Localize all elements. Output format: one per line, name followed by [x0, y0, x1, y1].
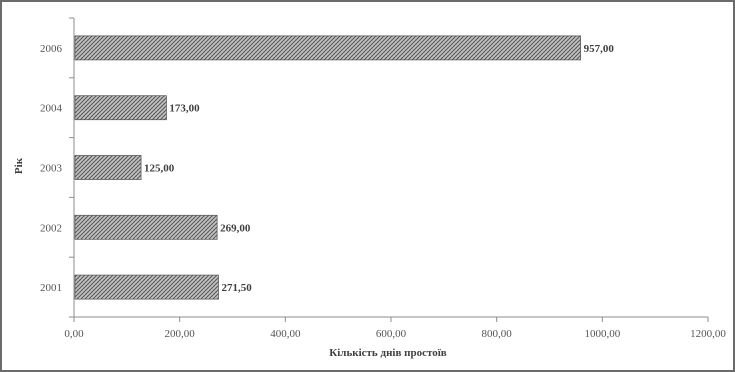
x-tick-label: 800,00: [482, 328, 513, 340]
data-label: 957,00: [584, 43, 615, 55]
x-tick-label: 0,00: [64, 328, 84, 340]
x-tick-label: 1200,00: [690, 328, 726, 340]
bar-2004: [74, 95, 167, 121]
y-tick-label: 2002: [40, 222, 62, 234]
data-label: 269,00: [220, 222, 251, 234]
x-axis-title: Кількість днів простоїв: [329, 347, 447, 359]
labels: 0,00 200,00 400,00 600,00 800,00 1000,00 1200,…: [40, 43, 726, 340]
x-tick-label: 1000,00: [584, 328, 620, 340]
y-tick-label: 2003: [40, 163, 63, 175]
y-tick-label: 2004: [40, 103, 63, 115]
data-label: 125,00: [144, 163, 175, 175]
data-label: 271,50: [221, 282, 252, 294]
y-tick-label: 2006: [40, 43, 63, 55]
bar-2003: [74, 155, 142, 180]
axes: [69, 17, 709, 322]
bar-2002: [74, 214, 218, 240]
bars: [74, 35, 582, 300]
x-tick-label: 600,00: [376, 328, 407, 340]
x-tick-label: 200,00: [165, 328, 196, 340]
bar-2006: [74, 35, 582, 61]
x-tick-label: 400,00: [270, 328, 301, 340]
bar-2001: [74, 274, 219, 300]
y-axis-title: Рік: [13, 157, 25, 174]
y-tick-label: 2001: [40, 282, 62, 294]
data-label: 173,00: [169, 103, 200, 115]
